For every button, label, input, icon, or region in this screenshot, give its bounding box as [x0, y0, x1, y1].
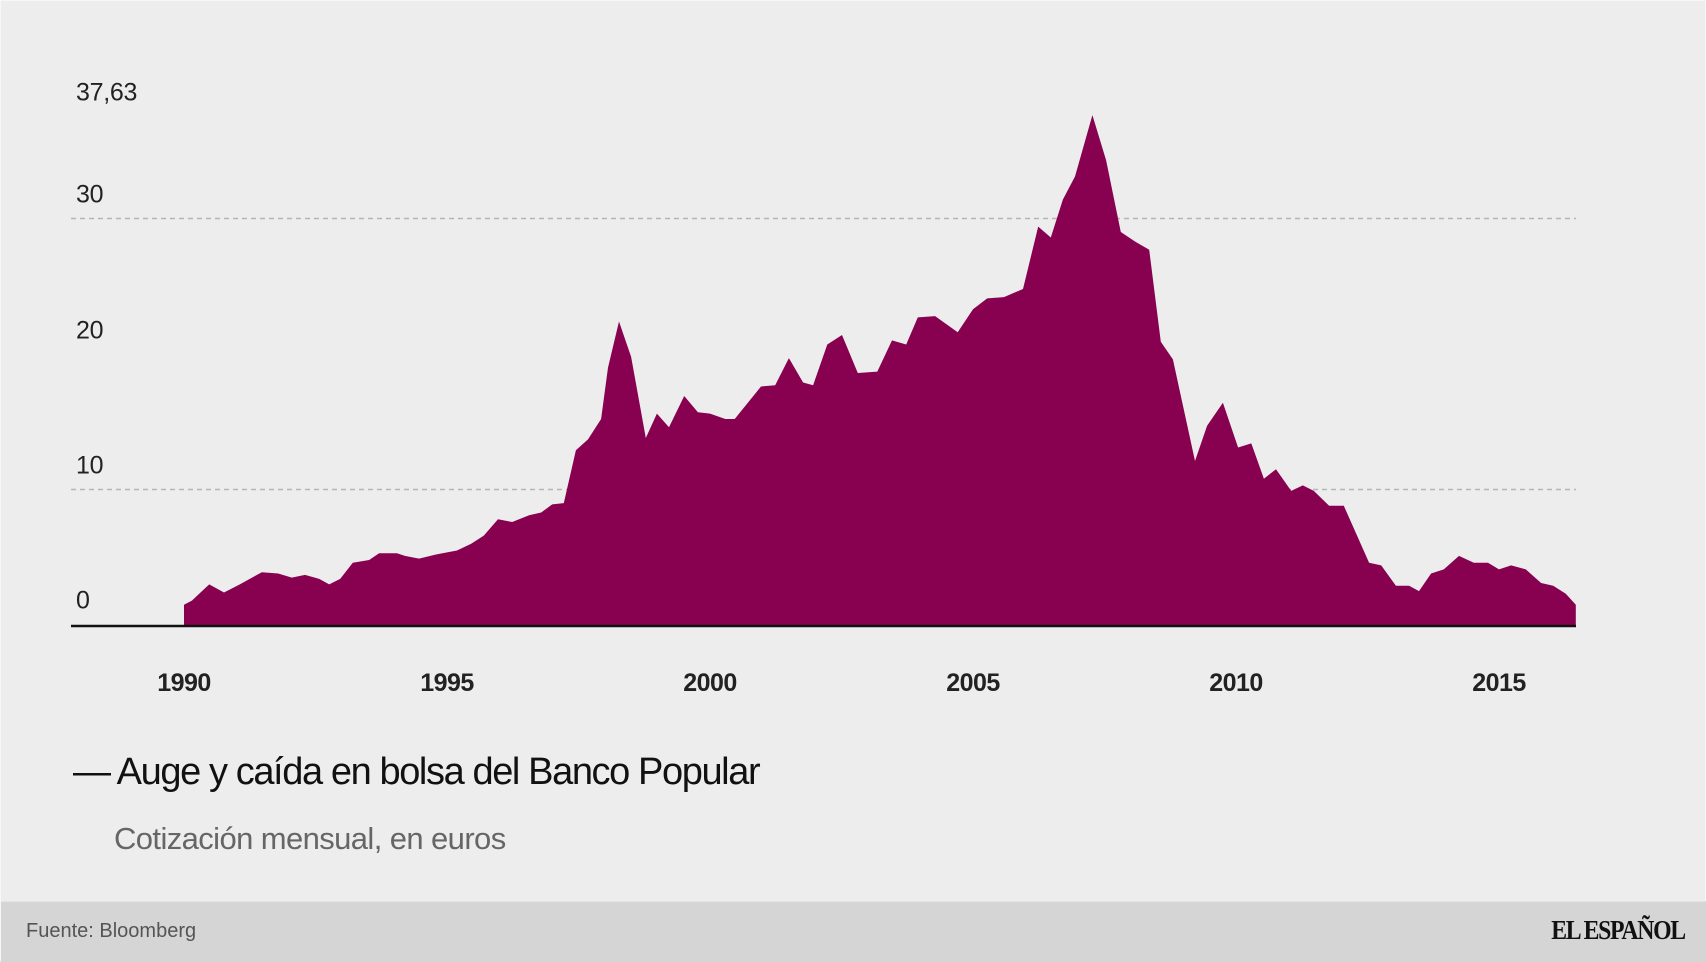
area-chart: [71, 115, 1576, 628]
price-area: [184, 115, 1576, 625]
footer-bar: Fuente: Bloomberg EL ESPAÑOL: [1, 901, 1706, 962]
x-tick-label: 2005: [946, 669, 1000, 697]
y-tick-label: 20: [76, 316, 104, 345]
x-tick-label: 1990: [157, 669, 211, 697]
x-tick-label: 2010: [1209, 669, 1263, 697]
y-tick-label: 30: [76, 180, 104, 209]
chart-title: — Auge y caída en bolsa del Banco Popula…: [73, 751, 761, 793]
x-tick-label: 2000: [683, 669, 737, 697]
y-tick-label: 10: [76, 451, 104, 480]
source-credit: Fuente: Bloomberg: [26, 920, 197, 942]
plot-area: 37,63 30 20 10 0 1990 1995 2000 2005 2010 2015: [1, 1, 1706, 721]
chart-subtitle: Cotización mensual, en euros: [114, 821, 506, 856]
y-tick-label: 37,63: [76, 78, 138, 107]
brand-logo: EL ESPAÑOL: [1551, 915, 1686, 945]
y-tick-label: 0: [76, 586, 90, 615]
x-tick-label: 2015: [1472, 669, 1526, 697]
x-tick-label: 1995: [420, 669, 474, 697]
